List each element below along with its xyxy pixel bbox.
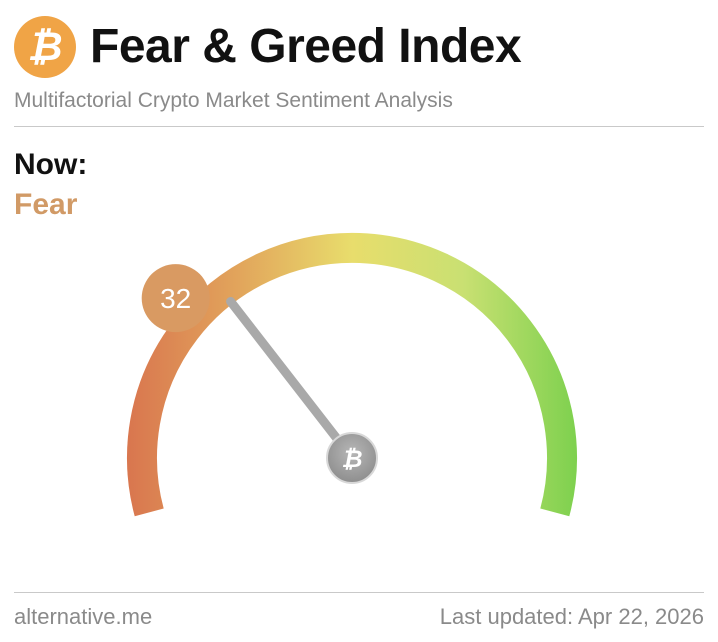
bitcoin-icon: ₿ bbox=[14, 16, 76, 78]
divider bbox=[14, 126, 704, 127]
gauge-arc bbox=[127, 232, 577, 517]
bitcoin-icon: ₿ bbox=[341, 445, 362, 473]
gauge-hub bbox=[326, 432, 378, 484]
gauge-needle bbox=[226, 297, 357, 463]
divider bbox=[14, 592, 704, 593]
now-label: Now: bbox=[14, 148, 88, 181]
last-updated: Last updated: Apr 22, 2026 bbox=[439, 604, 704, 629]
source-link[interactable]: alternative.me bbox=[14, 604, 153, 629]
page-title: Fear & Greed Index bbox=[90, 20, 522, 73]
page-subtitle: Multifactorial Crypto Market Sentiment A… bbox=[14, 89, 453, 112]
header: ₿ Fear & Greed Index Multifactorial Cryp… bbox=[14, 16, 704, 116]
sentiment-status: Fear bbox=[14, 188, 78, 221]
value-badge bbox=[141, 264, 210, 333]
value-label: 32 bbox=[160, 283, 191, 314]
